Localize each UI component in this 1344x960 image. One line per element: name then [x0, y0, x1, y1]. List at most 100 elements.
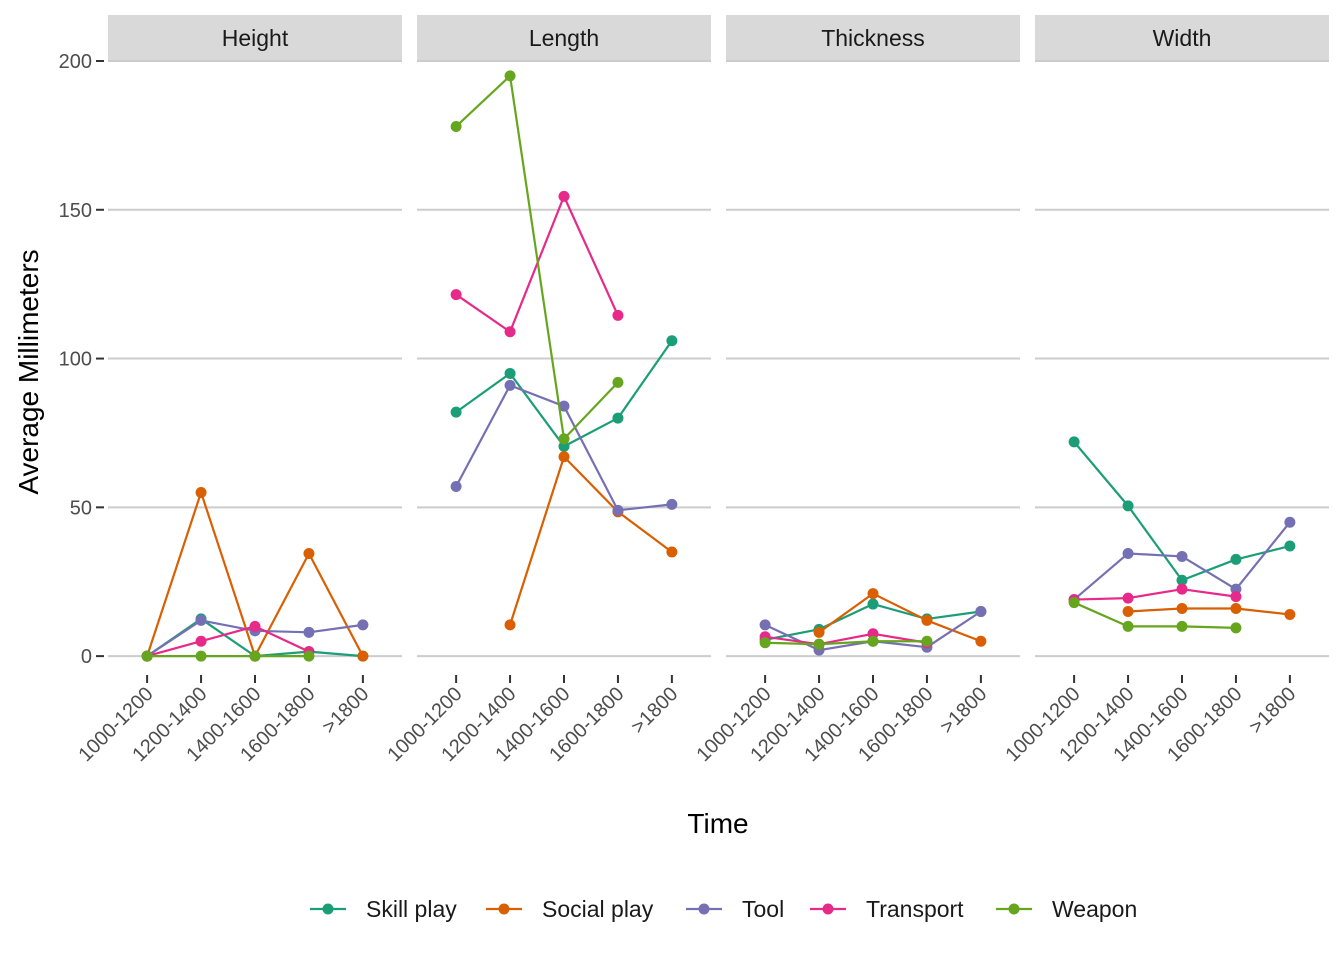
series-tool: [450, 379, 678, 516]
facet-label-height: Height: [222, 25, 289, 51]
data-point: [1122, 547, 1134, 559]
series-line-segment: [764, 623, 820, 652]
series-line-segment: [308, 623, 364, 634]
data-point: [1284, 608, 1296, 620]
series-line-segment: [455, 293, 511, 333]
legend-key-point: [698, 903, 710, 915]
series-line-segment: [200, 618, 256, 658]
legend-item-tool: Tool: [686, 896, 784, 922]
facet-strip-width: [1035, 15, 1329, 61]
data-point: [450, 120, 462, 132]
legend-item-weapon: Weapon: [996, 896, 1137, 922]
data-point: [504, 70, 516, 82]
legend-label: Tool: [742, 896, 784, 922]
data-point: [249, 650, 261, 662]
panel-width: Width1000-12001200-14001400-16001600-180…: [1001, 15, 1329, 766]
series-line-segment: [1127, 505, 1183, 581]
data-point: [357, 619, 369, 631]
legend: Skill play Social play Tool Transport Weapon: [310, 896, 1137, 922]
y-tick-label: 50: [70, 497, 92, 519]
x-tick-label: >1800: [627, 683, 682, 738]
series-line-segment: [1127, 588, 1183, 600]
series-line-segment: [1235, 521, 1291, 590]
panel-length: Length1000-12001200-14001400-16001600-18…: [383, 15, 711, 766]
data-point: [450, 406, 462, 418]
series-line-segment: [1181, 625, 1236, 629]
series-line-segment: [254, 625, 310, 653]
series-line-segment: [926, 610, 982, 649]
series-line-segment: [146, 640, 202, 658]
series-line-segment: [200, 492, 257, 657]
data-point: [249, 620, 261, 632]
series-line-segment: [308, 650, 363, 658]
data-point: [195, 614, 207, 626]
data-point: [1176, 574, 1188, 586]
data-point: [666, 498, 678, 510]
series-line-segment: [146, 492, 203, 657]
data-point: [1176, 583, 1188, 595]
facet-label-thickness: Thickness: [821, 25, 925, 51]
data-point: [759, 619, 771, 631]
data-point: [1176, 620, 1188, 632]
series-line-segment: [146, 619, 202, 658]
data-point: [450, 481, 462, 493]
data-point: [504, 379, 516, 391]
legend-label: Transport: [866, 896, 964, 922]
data-point: [558, 400, 570, 412]
data-point: [558, 433, 570, 445]
series-line-segment: [509, 372, 565, 447]
series-line-segment: [563, 417, 619, 448]
data-point: [1122, 592, 1134, 604]
legend-item-skill-play: Skill play: [310, 896, 457, 922]
legend-key-point: [498, 903, 510, 915]
data-point: [1230, 553, 1242, 565]
series-line-segment: [508, 75, 566, 440]
data-point: [921, 635, 933, 647]
data-point: [1122, 620, 1134, 632]
legend-key-point: [1008, 903, 1020, 915]
series-skill-play: [450, 335, 678, 452]
series-weapon: [1068, 597, 1242, 634]
x-axis-title: Time: [687, 808, 748, 839]
y-tick-label: 200: [59, 51, 92, 73]
facet-label-length: Length: [529, 25, 599, 51]
series-line-segment: [563, 455, 619, 513]
data-point: [1284, 516, 1296, 528]
series-line-segment: [1073, 601, 1129, 628]
data-point: [1122, 605, 1134, 617]
series-line-segment: [617, 510, 673, 553]
facet-strip-length: [417, 15, 711, 61]
data-point: [666, 335, 678, 347]
series-line-segment: [926, 619, 982, 643]
series-line-segment: [307, 552, 364, 657]
x-tick-label: >1800: [936, 683, 991, 738]
series-line-segment: [1181, 555, 1237, 591]
legend-label: Social play: [542, 896, 654, 922]
data-point: [1230, 591, 1242, 603]
series-line-segment: [1235, 607, 1291, 616]
data-point: [1176, 603, 1188, 615]
series-line-segment: [455, 384, 512, 488]
series-line-segment: [455, 372, 511, 414]
series-line-segment: [563, 381, 619, 440]
series-line-segment: [1181, 558, 1237, 582]
legend-label: Skill play: [366, 896, 457, 922]
series-line-segment: [872, 592, 928, 622]
y-axis-title: Average Millimeters: [13, 249, 44, 494]
data-point: [813, 626, 825, 638]
data-point: [1068, 597, 1080, 609]
data-point: [303, 547, 315, 559]
series-transport: [450, 190, 624, 338]
data-point: [759, 637, 771, 649]
series-line-segment: [1127, 552, 1183, 558]
data-point: [357, 650, 369, 662]
data-point: [867, 588, 879, 600]
data-point: [1284, 540, 1296, 552]
series-line-segment: [1127, 607, 1183, 613]
data-point: [612, 376, 624, 388]
data-point: [813, 638, 825, 650]
series-line-segment: [1073, 552, 1129, 601]
data-point: [195, 650, 207, 662]
series-social-play: [813, 588, 987, 647]
legend-key-point: [322, 903, 334, 915]
